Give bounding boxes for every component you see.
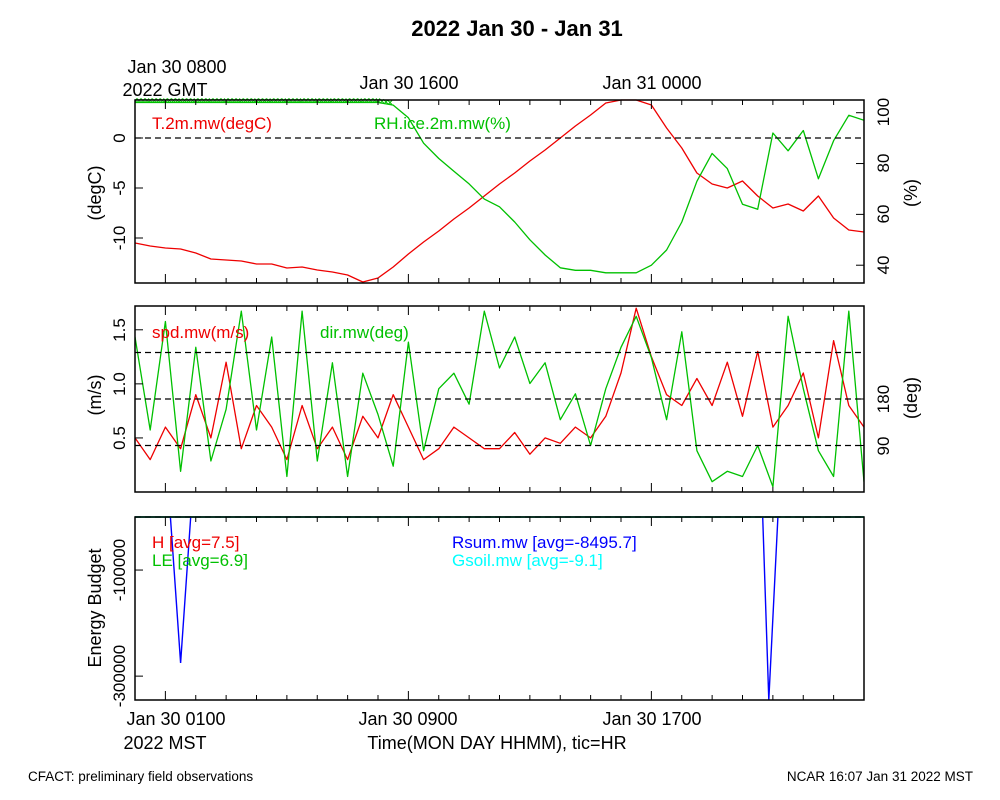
series-line-spd-mw-m-s <box>135 307 864 461</box>
p1-ytick-right-label: 100 <box>874 98 893 126</box>
legend-le: LE [avg=6.9] <box>152 551 248 570</box>
series-line-t-2m-mw-degc <box>135 99 864 283</box>
panel-wind-plot-area <box>135 307 864 488</box>
p3-ytick-label: -100000 <box>110 539 129 601</box>
panel-temperature-rh <box>134 98 865 284</box>
plot-layer <box>134 98 865 701</box>
p2-ytick-label: 0.5 <box>110 426 129 450</box>
p1-ylabel-right: (%) <box>901 179 921 207</box>
p3-ytick-label: -300000 <box>110 645 129 707</box>
legend-wind-direction: dir.mw(deg) <box>320 323 409 342</box>
legend-rsum: Rsum.mw [avg=-8495.7] <box>452 533 637 552</box>
p2-ylabel-right: (deg) <box>901 377 921 419</box>
p2-ytick-label: 1.0 <box>110 372 129 396</box>
p1-ytick-right-label: 40 <box>874 256 893 275</box>
footer-left: CFACT: preliminary field observations <box>28 769 253 784</box>
legend-wind-speed: spd.mw(m/s) <box>152 323 249 342</box>
panel-wind <box>134 305 865 493</box>
top-axis-label-1-year: 2022 GMT <box>122 80 207 100</box>
top-axis-label-2: Jan 30 1600 <box>359 73 458 93</box>
bottom-axis-label-2: Jan 30 0900 <box>358 709 457 729</box>
chart-title: 2022 Jan 30 - Jan 31 <box>411 16 623 41</box>
footer-right: NCAR 16:07 Jan 31 2022 MST <box>787 769 973 784</box>
p1-ytick-right-label: 80 <box>874 154 893 173</box>
x-axis-title: Time(MON DAY HHMM), tic=HR <box>367 733 626 753</box>
p2-ytick-label: 1.5 <box>110 318 129 342</box>
series-line-rsum-mw-segment-2 <box>762 516 779 700</box>
p3-ylabel: Energy Budget <box>85 548 105 667</box>
bottom-axis-label-1-year: 2022 MST <box>123 733 206 753</box>
p2-ytick-right-label: 180 <box>874 385 893 413</box>
bottom-axis-label-3: Jan 30 1700 <box>602 709 701 729</box>
top-axis-label-1: Jan 30 0800 <box>127 57 226 77</box>
series-line-dir-mw-deg <box>135 310 864 488</box>
bottom-axis-label-1: Jan 30 0100 <box>126 709 225 729</box>
p1-ytick-label: -10 <box>110 226 129 251</box>
legend-rh: RH.ice.2m.mw(%) <box>374 114 511 133</box>
legend-temperature: T.2m.mw(degC) <box>152 114 272 133</box>
p2-ytick-right-label: 90 <box>874 437 893 456</box>
legend-h: H [avg=7.5] <box>152 533 239 552</box>
legend-gsoil: Gsoil.mw [avg=-9.1] <box>452 551 603 570</box>
p1-ylabel: (degC) <box>85 165 105 220</box>
p1-ytick-label: 0 <box>110 133 129 142</box>
p1-ytick-right-label: 60 <box>874 205 893 224</box>
panel-energy-budget <box>134 516 865 701</box>
series-line-rsum-mw-segment-1 <box>169 516 192 663</box>
top-axis-label-3: Jan 31 0000 <box>602 73 701 93</box>
p1-ytick-label: -5 <box>110 180 129 195</box>
p2-ylabel: (m/s) <box>85 375 105 416</box>
